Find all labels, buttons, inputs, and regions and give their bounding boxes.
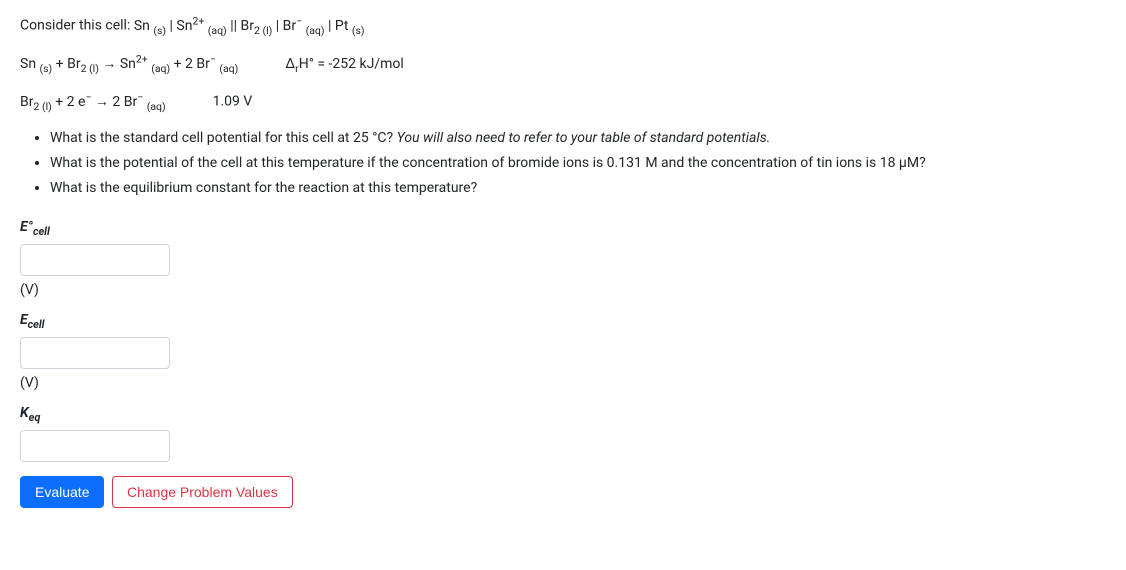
change-values-button[interactable]: Change Problem Values xyxy=(112,476,293,508)
reaction-2: Br2 (l) + 2 e− → 2 Br− (aq) xyxy=(20,94,166,110)
ecell-unit: (V) xyxy=(20,375,1106,391)
reaction-2-potential: 1.09 V xyxy=(213,94,253,110)
reaction-1: Sn (s) + Br2 (l) → Sn2+ (aq) + 2 Br− (aq… xyxy=(20,56,238,72)
e0cell-unit: (V) xyxy=(20,282,1106,298)
question-1: What is the standard cell potential for … xyxy=(50,128,1106,149)
question-1-hint: You will also need to refer to your tabl… xyxy=(397,130,771,146)
question-2: What is the potential of the cell at thi… xyxy=(50,153,1106,174)
keq-input[interactable] xyxy=(20,430,170,462)
question-1-text: What is the standard cell potential for … xyxy=(50,130,397,146)
cell-prompt: Consider this cell: xyxy=(20,18,134,34)
keq-label: Keq xyxy=(20,405,1106,424)
e0cell-input[interactable] xyxy=(20,244,170,276)
e0cell-label: E°cell xyxy=(20,219,1106,238)
question-3: What is the equilibrium constant for the… xyxy=(50,178,1106,199)
cell-description: Consider this cell: Sn (s) | Sn2+ (aq) |… xyxy=(20,14,1106,38)
reaction-1-enthalpy: ΔrH° = -252 kJ/mol xyxy=(285,56,404,72)
ecell-input[interactable] xyxy=(20,337,170,369)
question-list: What is the standard cell potential for … xyxy=(20,128,1106,199)
cell-notation: Sn (s) | Sn2+ (aq) || Br2 (l) | Br− (aq)… xyxy=(134,18,365,34)
reaction-1-line: Sn (s) + Br2 (l) → Sn2+ (aq) + 2 Br− (aq… xyxy=(20,52,1106,76)
evaluate-button[interactable]: Evaluate xyxy=(20,476,104,508)
ecell-label: Ecell xyxy=(20,312,1106,331)
reaction-2-line: Br2 (l) + 2 e− → 2 Br− (aq) 1.09 V xyxy=(20,90,1106,114)
